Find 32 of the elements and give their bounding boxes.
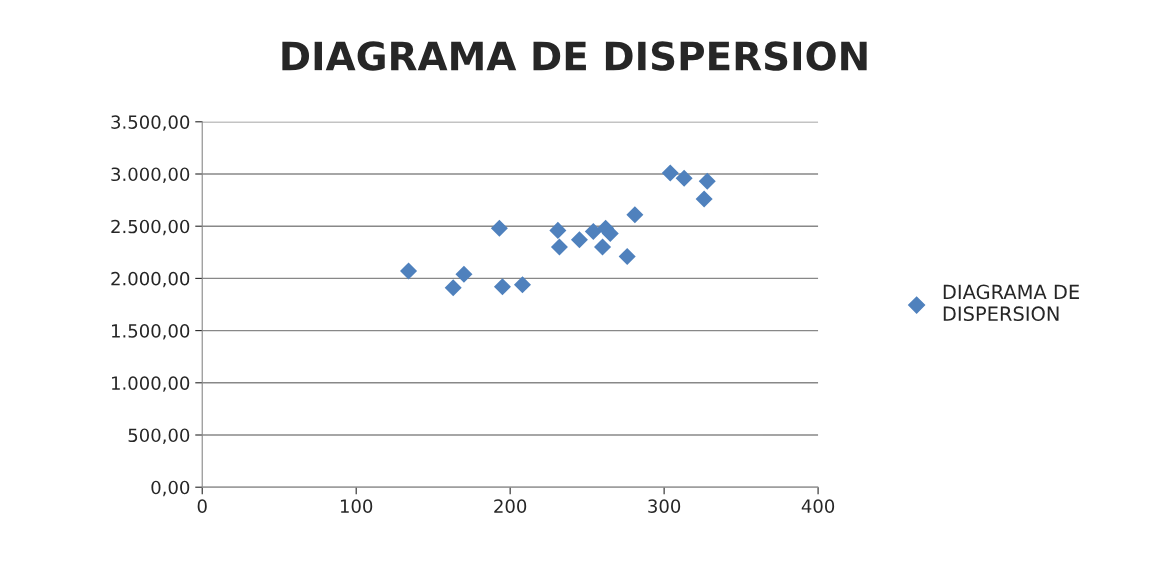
point [695, 190, 713, 208]
y-tick-label: 1.000,00 [112, 376, 190, 392]
y-tick-label: 0,00 [151, 480, 190, 497]
point [490, 219, 508, 237]
point [513, 276, 531, 294]
x-tick-label: 100 [340, 499, 373, 513]
point [594, 238, 612, 256]
point [444, 279, 462, 297]
y-tick-label: 3.500,00 [111, 115, 190, 131]
legend-label: DIAGRAMA DE DISPERSION [943, 284, 1079, 322]
x-tick-label: 200 [494, 499, 527, 513]
x-tick-label: 0 [197, 499, 207, 513]
point [570, 231, 588, 249]
y-tick-label: 2.500,00 [111, 219, 190, 236]
y-tick-label: 2.000,00 [111, 271, 190, 288]
point [455, 265, 473, 283]
point [626, 206, 644, 224]
y-tick-label: 500,00 [128, 428, 190, 444]
point [400, 262, 418, 280]
chart-title: DIAGRAMA DE DISPERSION [282, 41, 867, 71]
point [584, 222, 602, 240]
point [493, 278, 511, 296]
x-tick-label: 400 [801, 499, 835, 513]
x-tick-label: 300 [648, 499, 681, 513]
point [549, 221, 567, 239]
point [550, 238, 568, 256]
point [661, 164, 679, 182]
point [698, 172, 716, 190]
y-tick-label: 1.500,00 [112, 324, 190, 340]
point [675, 169, 693, 187]
point [618, 247, 636, 265]
y-tick-label: 3.000,00 [111, 167, 190, 183]
